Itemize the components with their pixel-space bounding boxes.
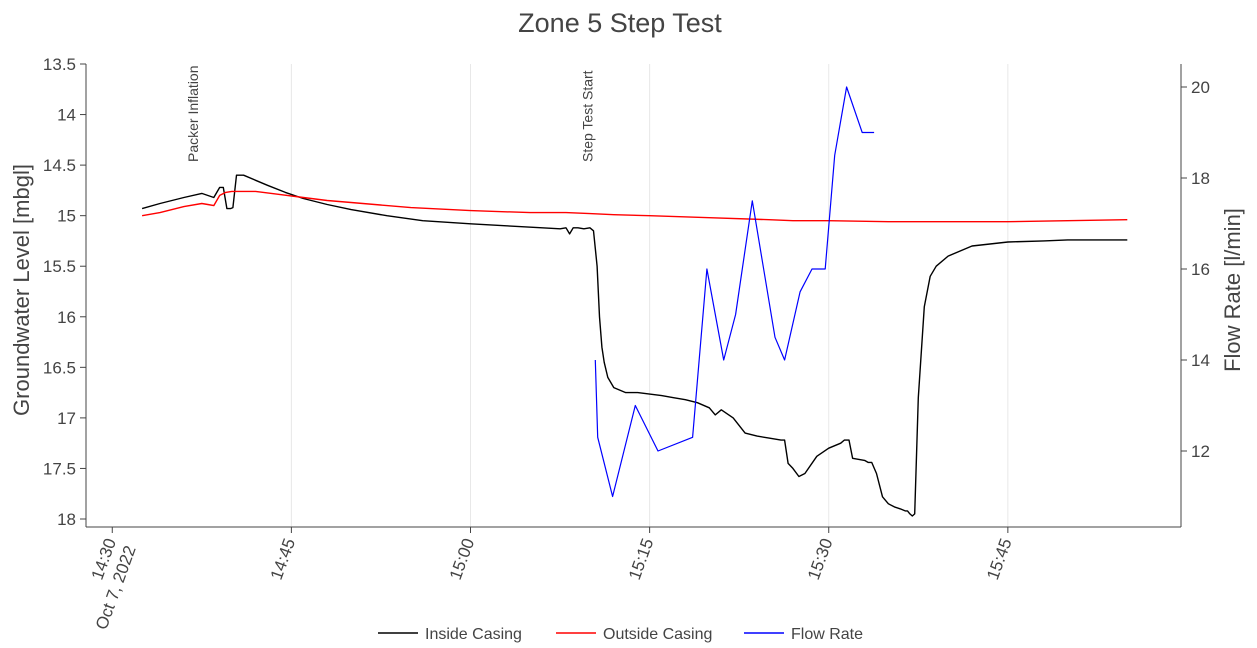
legend-label: Inside Casing <box>425 626 522 643</box>
y-tick-label: 14.5 <box>43 156 76 175</box>
annotation-label: Packer Inflation <box>185 66 201 163</box>
y-tick-label: 16.5 <box>43 358 76 377</box>
x-tick-label-text: 15:00 <box>446 536 478 582</box>
y2-tick-label: 12 <box>1191 442 1210 461</box>
y-tick-label: 17 <box>57 409 76 428</box>
y-tick-label: 14 <box>57 106 76 125</box>
series-line-inside-casing <box>141 174 1128 517</box>
y2-tick-label: 14 <box>1191 351 1210 370</box>
y-tick-label: 17.5 <box>43 459 76 478</box>
x-tick-label-text: 15:30 <box>804 536 836 582</box>
x-tick-label-text: 15:45 <box>983 536 1015 582</box>
y-tick-label: 13.5 <box>43 55 76 74</box>
left-tick-labels: 13.5 14 14.5 15 15.5 16 16.5 17 17.5 18 <box>43 55 86 529</box>
legend: Inside Casing Outside Casing Flow Rate <box>378 626 863 643</box>
x-tick-label-text: 15:15 <box>625 536 657 582</box>
y-tick-label: 16 <box>57 308 76 327</box>
right-axis-title: Flow Rate [l/min] <box>1220 208 1245 372</box>
y2-tick-label: 18 <box>1191 169 1210 188</box>
right-tick-labels: 12 14 16 18 20 <box>1181 78 1210 461</box>
y2-tick-label: 20 <box>1191 78 1210 97</box>
x-tick-label: 14:45 <box>267 536 299 582</box>
y-tick-label: 15.5 <box>43 257 76 276</box>
annotations: Packer Inflation Step Test Start <box>185 66 595 163</box>
chart-title: Zone 5 Step Test <box>518 8 722 38</box>
annotation-label: Step Test Start <box>579 70 595 162</box>
x-tick-label: 15:15 <box>625 536 657 582</box>
y-tick-label: 18 <box>57 510 76 529</box>
x-tick-label: 15:00 <box>446 536 478 582</box>
x-tick-label: 15:30 <box>804 536 836 582</box>
x-gridlines <box>290 64 1009 527</box>
legend-label: Outside Casing <box>603 626 712 643</box>
y2-tick-label: 16 <box>1191 260 1210 279</box>
x-tick-label: 15:45 <box>983 536 1015 582</box>
series-line-outside-casing <box>141 190 1128 223</box>
series-line-flow-rate <box>594 86 875 498</box>
left-axis-title: Groundwater Level [mbgl] <box>9 164 34 416</box>
x-tick-label-text: 14:45 <box>267 536 299 582</box>
legend-label: Flow Rate <box>791 626 863 643</box>
series-layer <box>141 86 1128 517</box>
y-tick-label: 15 <box>57 207 76 226</box>
